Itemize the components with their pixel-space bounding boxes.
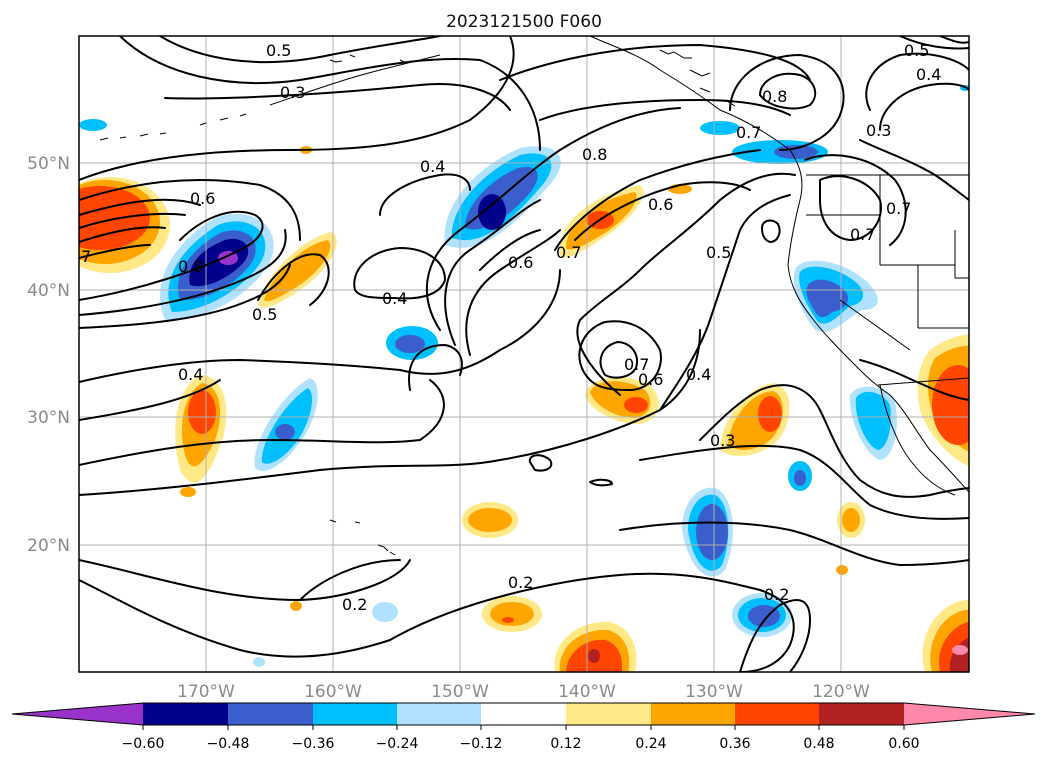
contour-label: 0.7 [556,243,581,262]
latitude-labels: 50°N 40°N 30°N 20°N [27,154,70,556]
colorbar-segment [651,703,735,725]
map-panel: 0.5 0.3 0.4 0.6 0.8 0.7 0.8 0.7 0.6 0.5 … [79,36,969,672]
misc-small-anomalies [79,85,969,667]
coastlines [99,36,969,556]
colorbar-ticks [142,725,905,730]
colorbar-segment [313,703,397,725]
contour-labels: 0.5 0.3 0.4 0.6 0.8 0.7 0.8 0.7 0.6 0.5 … [81,41,941,614]
contour-label: 0.4 [916,65,941,84]
contour-label: 0.2 [342,595,367,614]
cold-anomaly-29n-163w [254,378,318,472]
contour-label: 0.7 [736,123,761,142]
cold-anomaly-156w [386,326,438,360]
colorbar-tick-label: 0.12 [550,736,581,752]
contour-label: 0.4 [178,365,203,384]
colorbar-tick-labels: −0.60 −0.48 −0.36 −0.24 −0.12 0.12 0.24 … [122,736,920,752]
contour-label: 0.6 [648,195,673,214]
lat-label: 30°N [27,408,70,428]
colorbar-segment [481,703,566,725]
colorbar-tick-label: −0.48 [207,736,250,752]
contour-label: 0.5 [266,41,291,60]
warm-anomaly-31n-126w [720,383,790,457]
contour-label: 0.6 [638,370,663,389]
colorbar-tick-label: −0.36 [292,736,335,752]
contour-label: 0.6 [190,189,215,208]
colorbar: −0.60 −0.48 −0.36 −0.24 −0.12 0.12 0.24 … [11,702,1036,752]
contour-label: 0.5 [904,41,929,60]
cold-anomaly-170w [160,214,274,321]
lon-label: 120°W [812,682,870,702]
warm-anomaly-22n-147w [462,502,518,538]
colorbar-segment [143,703,228,725]
colorbar-tick-label: −0.60 [122,736,165,752]
lat-label: 40°N [27,281,70,301]
contour-label: 0.4 [686,365,711,384]
lon-label: 150°W [431,682,489,702]
lon-label: 140°W [558,682,616,702]
lat-label: 50°N [27,154,70,174]
contour-label: 0.7 [886,199,911,218]
lon-label: 130°W [685,682,743,702]
contour-label: 0.8 [762,87,787,106]
colorbar-extend-max [904,703,1035,725]
colorbar-tick-label: 0.48 [803,736,834,752]
contour-label: 0.5 [252,305,277,324]
lon-label: 170°W [177,682,235,702]
warm-anomaly-162w [258,232,337,308]
warm-anomaly-10n-139w [554,621,637,672]
colorbar-segment [228,703,313,725]
contour-lines [79,36,969,672]
colorbar-tick-label: −0.12 [460,736,503,752]
contour-label: 0.4 [420,157,445,176]
contour-label: 0.3 [280,83,305,102]
warm-anomaly-east [917,334,969,467]
contour-label: 0.7 [850,225,875,244]
contour-label: 7 [81,247,91,266]
lon-label: 160°W [304,682,362,702]
colorbar-extend-min [12,703,143,725]
colorbar-tick-label: 0.24 [635,736,666,752]
contour-label: 0.4 [382,289,407,308]
contour-label: 0.7 [624,355,649,374]
contour-label: 0.5 [706,243,731,262]
map-frame [78,35,970,673]
contour-label: 0.3 [710,431,735,450]
colorbar-tick-label: 0.36 [719,736,750,752]
lat-label: 20°N [27,536,70,556]
colorbar-segment [566,703,651,725]
contour-label: 0.3 [866,121,891,140]
map-title: 2023121500 F060 [446,12,602,32]
warm-anomaly-22n-120w [836,502,865,575]
contour-label: 0.2 [508,573,533,592]
colorbar-segment [735,703,819,725]
contour-label: 0.8 [582,145,607,164]
colorbar-segment [819,703,904,725]
colorbar-tick-label: −0.24 [376,736,419,752]
cold-anomaly-21n-130w [682,487,733,577]
warm-anomaly-southeast [922,600,969,672]
contour-label: 0.8 [178,257,203,276]
longitude-labels: 170°W 160°W 150°W 140°W 130°W 120°W [177,682,870,702]
colorbar-segment [397,703,481,725]
warm-anomaly-15n-147w [482,596,542,632]
contour-label: 0.2 [764,585,789,604]
contour-label: 0.6 [508,253,533,272]
colorbar-tick-label: 0.60 [888,736,919,752]
cold-anomaly-25n-125w [788,461,812,491]
